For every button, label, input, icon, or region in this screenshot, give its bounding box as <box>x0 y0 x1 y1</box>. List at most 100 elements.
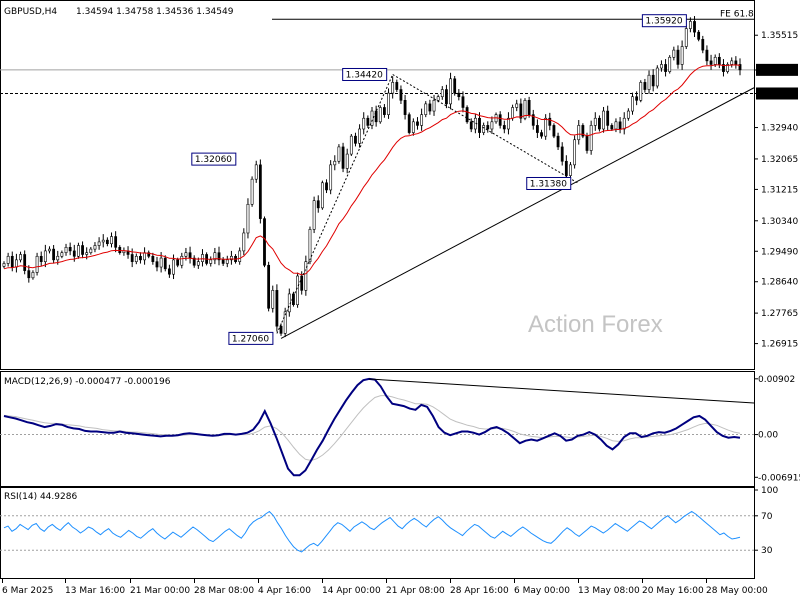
x-tick-label: 21 Apr 08:00 <box>386 586 445 596</box>
candle <box>738 58 742 76</box>
candle-body <box>436 96 440 101</box>
candle-body <box>329 164 333 191</box>
candle-body <box>643 82 647 90</box>
annotation-text: 1.32060 <box>195 155 232 165</box>
trendlines <box>276 74 755 339</box>
candle-body <box>726 64 729 72</box>
candle <box>378 105 382 124</box>
candle-body <box>337 146 341 162</box>
candle-body <box>457 92 461 98</box>
candle <box>507 112 510 135</box>
candle-body <box>734 60 738 65</box>
candle <box>180 252 184 269</box>
candle <box>581 123 585 139</box>
candle <box>383 104 386 118</box>
y-tick-label: 1.32940 <box>761 124 798 134</box>
macd-label: MACD(12,26,9) -0.000477 -0.000196 <box>4 377 171 387</box>
candle-body <box>85 252 89 255</box>
candle <box>60 250 64 259</box>
candle-body <box>440 89 444 98</box>
candle <box>610 123 614 131</box>
candle-body <box>411 121 415 133</box>
candle <box>531 109 535 130</box>
rising-trendline <box>280 87 755 339</box>
rsi-y-tick-label: 70 <box>761 512 773 522</box>
candle-body <box>453 78 457 94</box>
candle-body <box>502 125 506 130</box>
candle-body <box>35 255 39 273</box>
candle <box>101 234 105 248</box>
candle-body <box>279 325 283 334</box>
candle <box>287 288 291 317</box>
candle-body <box>134 255 138 262</box>
candle <box>201 249 204 267</box>
candle-body <box>27 270 31 279</box>
price-y-axis: 1.355151.345451.338901.329401.320651.312… <box>754 31 798 350</box>
candle <box>2 261 6 269</box>
x-tick-label: 28 Apr 16:00 <box>450 586 509 596</box>
candle-body <box>15 259 18 268</box>
candle <box>606 105 610 131</box>
candle-body <box>192 257 196 266</box>
candle-body <box>325 182 328 191</box>
y-tick-label: 1.35515 <box>761 31 798 41</box>
candle-body <box>196 261 200 266</box>
rsi-line <box>3 510 741 553</box>
candle-body <box>416 121 419 126</box>
candle <box>639 80 643 103</box>
candle <box>722 59 725 77</box>
candle-body <box>697 31 701 40</box>
candle-body <box>647 74 651 90</box>
candle <box>461 91 465 113</box>
x-tick-label: 13 May 08:00 <box>578 586 640 596</box>
candle-body <box>482 125 486 133</box>
wave-leg-1 <box>276 74 394 334</box>
candle-body <box>172 259 175 275</box>
candle <box>569 162 572 179</box>
candle-body <box>395 82 399 90</box>
candle-body <box>300 275 304 291</box>
candle-body <box>213 252 217 261</box>
candle-body <box>345 153 349 169</box>
candle <box>329 160 333 195</box>
y-tick-label: 1.32065 <box>761 155 798 165</box>
candle <box>6 252 10 267</box>
candle <box>602 106 605 133</box>
candle-body <box>535 125 539 133</box>
candle <box>589 120 593 155</box>
candle <box>486 121 490 133</box>
macd-y-tick-label: 0.00 <box>758 431 778 441</box>
y-tick-label: 1.31215 <box>761 185 798 195</box>
candle-body <box>6 255 10 264</box>
candle <box>221 257 225 266</box>
candle-body <box>722 64 725 72</box>
candle-body <box>651 74 655 87</box>
annotation-label: 1.31380 <box>526 176 572 190</box>
candle-body <box>366 117 370 126</box>
candle-body <box>701 39 705 51</box>
candle-body <box>97 241 101 246</box>
candle <box>598 115 601 132</box>
candle-body <box>242 232 246 252</box>
candle <box>151 252 155 265</box>
candle <box>552 123 556 139</box>
candle <box>167 264 171 278</box>
candle <box>366 115 370 128</box>
candle-body <box>159 257 163 268</box>
candle-body <box>573 139 577 166</box>
candle-body <box>598 117 601 130</box>
candle <box>147 250 151 259</box>
candle-body <box>606 110 610 126</box>
candle-body <box>89 248 93 253</box>
candle <box>684 25 688 50</box>
rsi-y-axis: 100 70 30 <box>754 486 778 556</box>
level-price-label: 1.33890 <box>760 89 797 99</box>
candle-body <box>304 261 308 291</box>
candle-body <box>316 200 320 209</box>
moving-average-line <box>3 64 741 276</box>
rsi-levels <box>0 515 754 551</box>
candle <box>10 251 14 272</box>
candle-body <box>635 96 639 101</box>
candle-body <box>626 110 630 119</box>
